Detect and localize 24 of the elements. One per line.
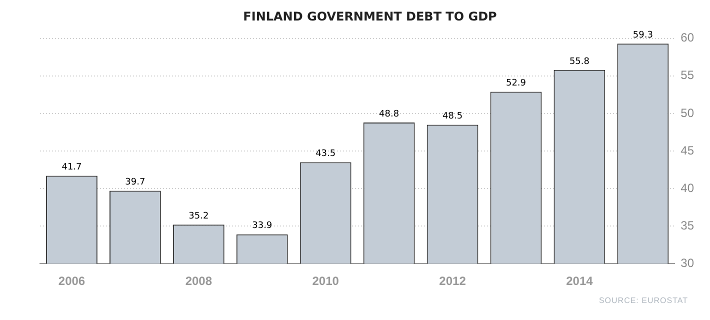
chart-title: FINLAND GOVERNMENT DEBT TO GDP xyxy=(243,9,498,24)
y-tick-label: 55 xyxy=(680,68,694,82)
data-label: 48.8 xyxy=(379,109,400,120)
y-tick-label: 50 xyxy=(680,106,694,120)
y-tick-label: 35 xyxy=(680,218,694,232)
data-label: 59.3 xyxy=(632,30,653,40)
data-label: 41.7 xyxy=(62,162,82,173)
x-tick-label: 2012 xyxy=(439,274,466,288)
data-label: 39.7 xyxy=(125,178,146,188)
x-tick-label: 2008 xyxy=(185,274,212,288)
x-tick-label: 2014 xyxy=(566,274,594,288)
x-tick-label: 2006 xyxy=(58,274,86,288)
data-label: 55.8 xyxy=(569,56,590,67)
data-label: 33.9 xyxy=(252,221,272,232)
y-tick-label: 45 xyxy=(680,143,694,158)
y-tick-label: 30 xyxy=(680,256,694,270)
data-label: 43.5 xyxy=(316,149,336,160)
y-tick-label: 60 xyxy=(680,30,694,45)
data-label: 48.5 xyxy=(442,112,463,122)
data-label: 52.9 xyxy=(506,78,526,89)
data-label: 35.2 xyxy=(188,211,209,222)
x-tick-label: 2010 xyxy=(312,274,340,288)
source-note: SOURCE: EUROSTAT xyxy=(598,296,688,305)
y-tick-label: 40 xyxy=(680,180,694,195)
